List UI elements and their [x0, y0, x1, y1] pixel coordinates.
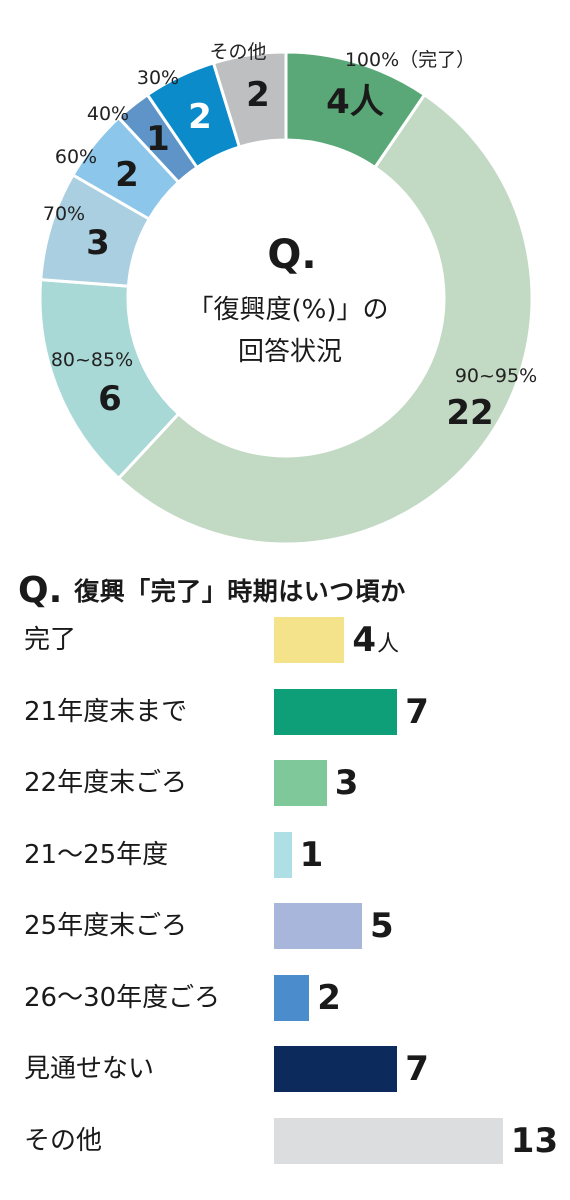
slice-value-label: 6 [98, 379, 122, 419]
bar [274, 617, 345, 663]
bar [274, 974, 310, 1021]
bar-value-label: 7 [405, 691, 429, 732]
bar-row: 見通せない 7 [0, 1044, 570, 1094]
bar-chart-q-mark: Q. [18, 569, 63, 611]
bar-category-label: 22年度末ごろ [24, 768, 188, 798]
bar-value-label: 5 [370, 906, 394, 946]
center-title-line1: 「復興度(%)」の [188, 295, 389, 325]
center-title-line2: 回答状況 [238, 337, 342, 367]
bar-value-label: 2 [317, 977, 341, 1018]
bar-row: 21〜25年度 1 [0, 830, 570, 880]
bar-value-label: 7 [405, 1049, 429, 1089]
bar [274, 688, 398, 735]
bar-row: 22年度末ごろ 3 [0, 758, 570, 808]
bar [274, 760, 327, 806]
slice-category-label: その他 [209, 41, 266, 63]
bar [274, 903, 362, 949]
slice-category-label: 40% [87, 103, 129, 125]
bar [274, 831, 292, 878]
slice-value-label: 4人 [326, 82, 384, 122]
bar-chart-title: Q. 復興「完了」時期はいつ頃か [18, 565, 406, 615]
bar-row: 完了 4人 [0, 615, 570, 665]
slice-value-label: 2 [188, 97, 212, 137]
bar-chart-title-text: 復興「完了」時期はいつ頃か [74, 577, 406, 606]
bar-category-label: 26〜30年度ごろ [24, 982, 221, 1013]
bar-row: その他 13 [0, 1116, 570, 1166]
slice-category-label: 70% [43, 203, 85, 225]
slice-category-label: 90~95% [455, 365, 537, 387]
bar-category-label: その他 [24, 1125, 103, 1156]
bar-category-label: 25年度末ごろ [24, 911, 188, 941]
bar-row: 26〜30年度ごろ 2 [0, 973, 570, 1023]
slice-value-label: 2 [115, 155, 139, 195]
slice-category-label: 100%（完了） [345, 49, 475, 71]
bar-value-label: 1 [299, 834, 324, 875]
bar [274, 1117, 503, 1164]
slice-category-label: 80~85% [51, 349, 133, 371]
slice-category-label: 60% [55, 146, 97, 168]
slice-value-label: 22 [446, 393, 493, 433]
bar-row: 25年度末ごろ 5 [0, 901, 570, 951]
bar-category-label: 見通せない [24, 1054, 155, 1084]
donut-hole [128, 140, 444, 456]
center-q-mark: Q. [267, 232, 316, 278]
bar-value-unit: 人 [377, 632, 400, 657]
bar-value-label: 3 [334, 763, 359, 803]
bar-row: 21年度末まで 7 [0, 687, 570, 737]
bar-category-label: 完了 [24, 625, 77, 655]
slice-value-label: 2 [246, 75, 270, 115]
bar [274, 1046, 398, 1092]
slice-value-label: 1 [146, 119, 170, 159]
slice-category-label: 30% [137, 67, 179, 89]
slice-value-label: 3 [86, 223, 110, 263]
bar-value-label: 13 [510, 1120, 559, 1161]
bar-category-label: 21年度末まで [24, 696, 188, 727]
bar-value-label: 4人 [352, 620, 400, 660]
bar-category-label: 21〜25年度 [24, 839, 169, 870]
